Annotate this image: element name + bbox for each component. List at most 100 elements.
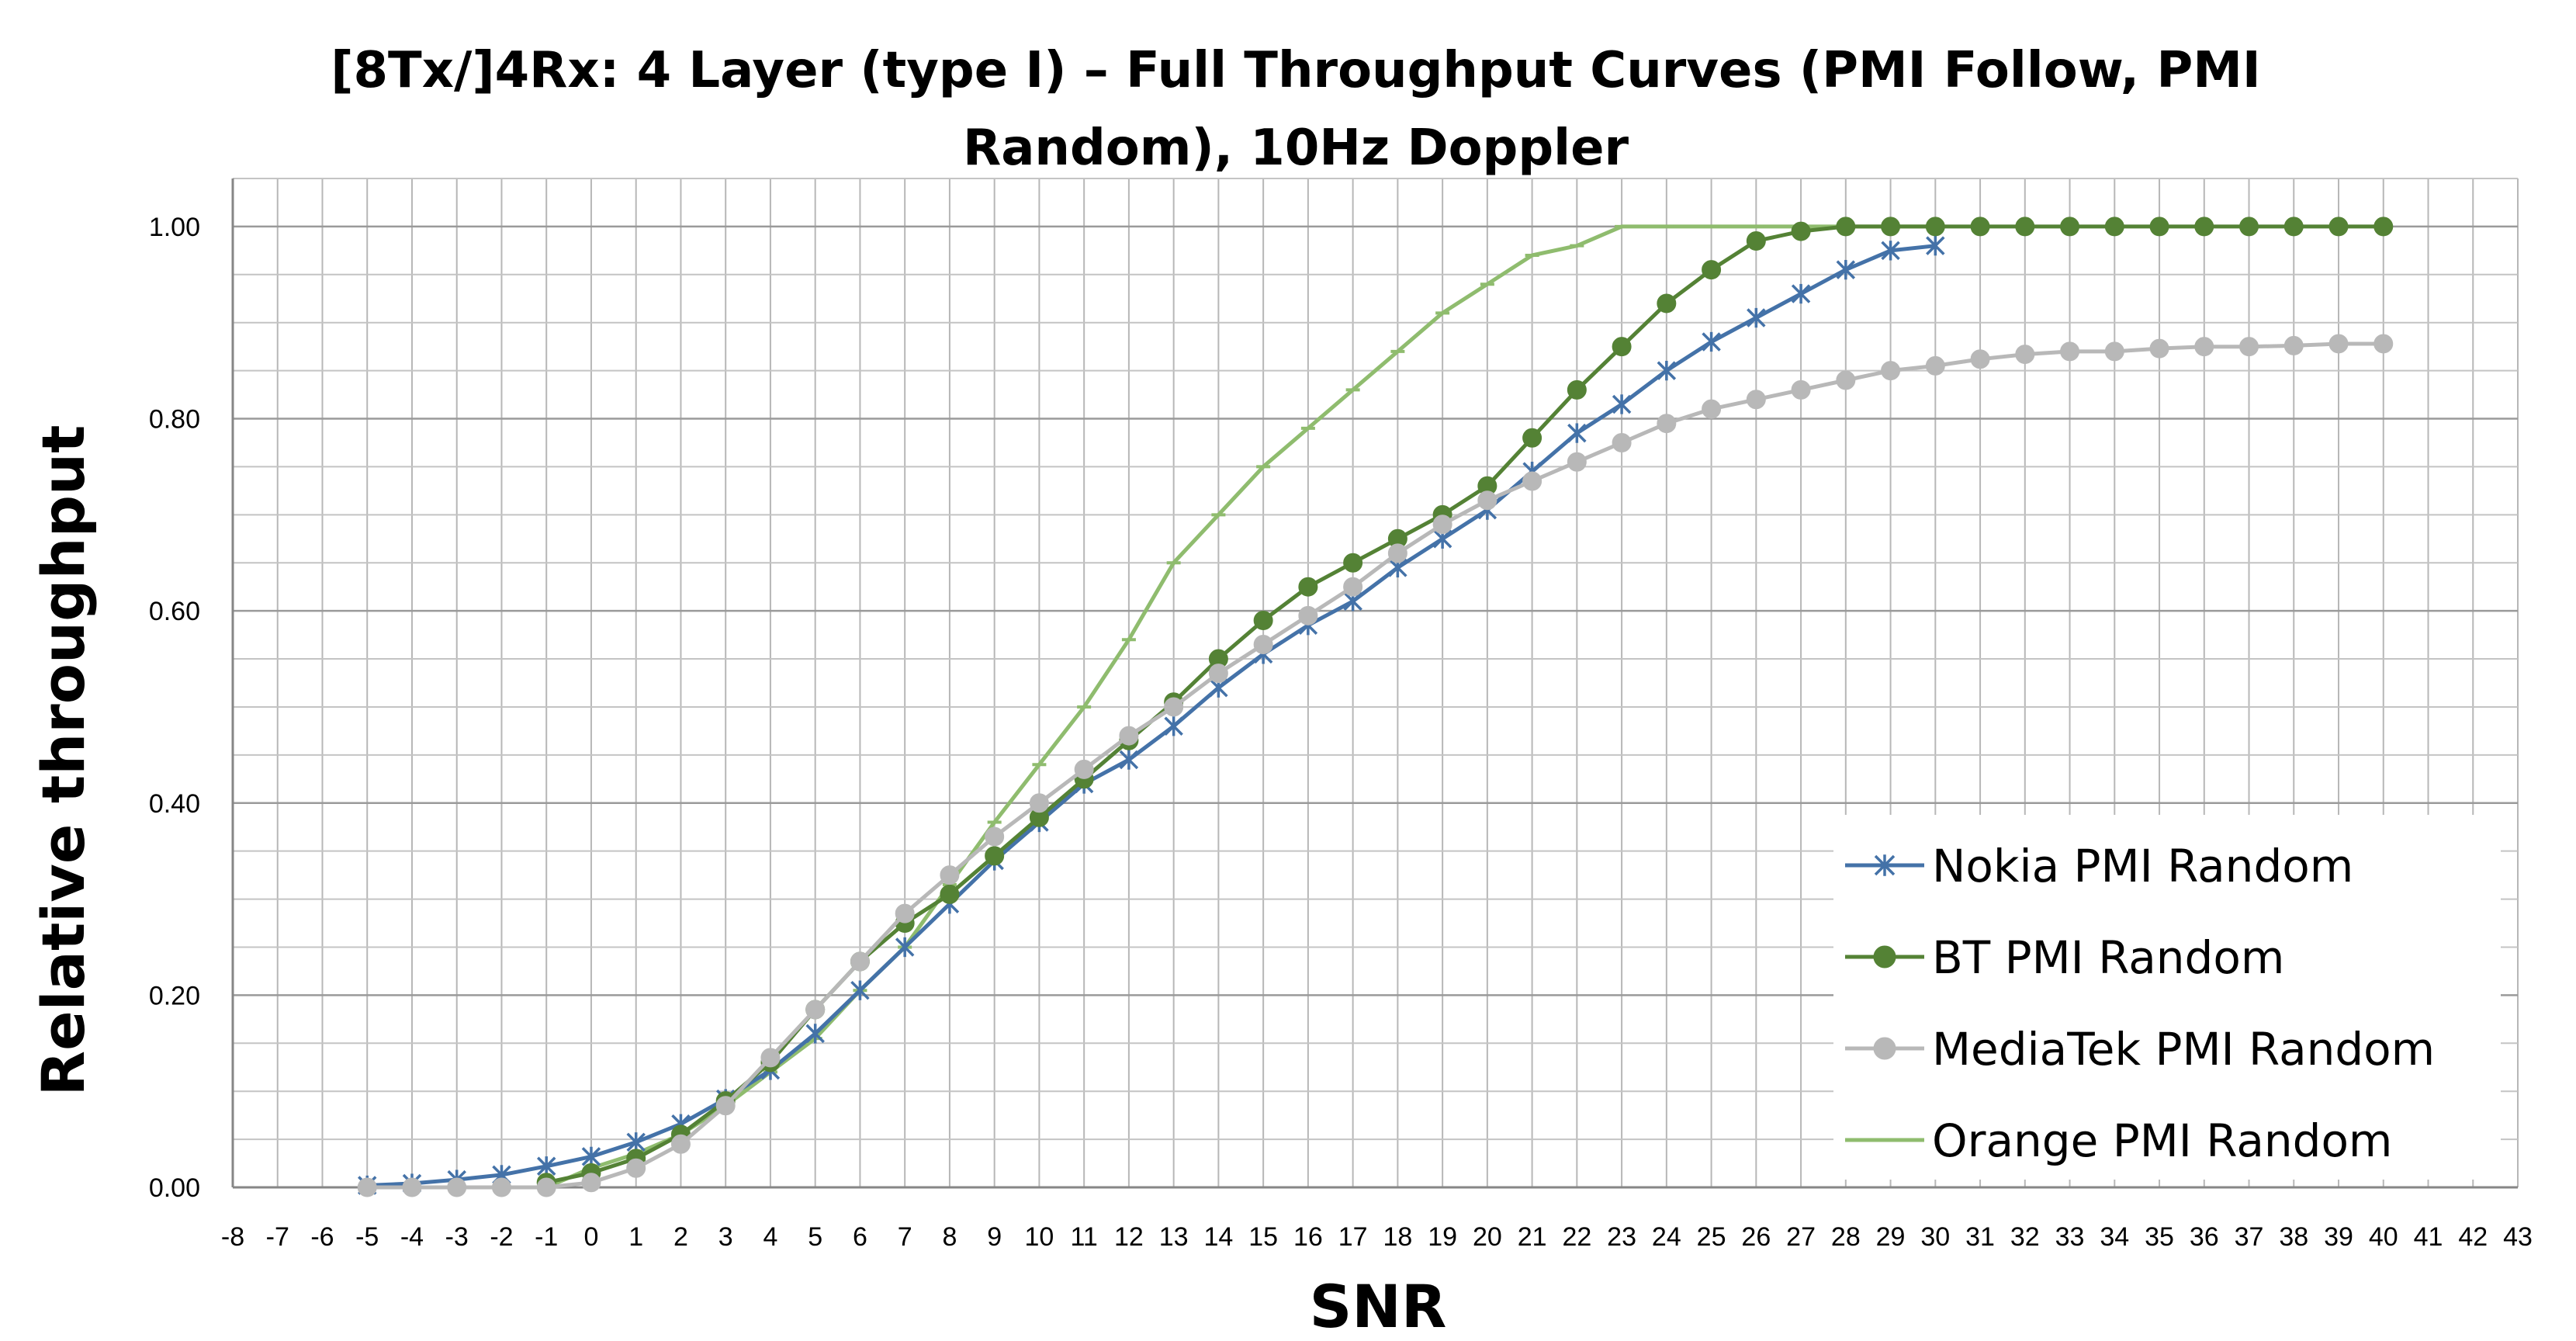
data-point (1702, 331, 1721, 352)
x-tick-label: 42 (2458, 1222, 2488, 1252)
x-tick-label: 4 (763, 1222, 777, 1252)
data-point (1567, 423, 1587, 443)
x-tick-label: 40 (2369, 1222, 2398, 1252)
data-point (1657, 293, 1677, 314)
legend-entry: Nokia PMI Random (1845, 840, 2353, 892)
y-tick-label: 0.00 (149, 1173, 200, 1203)
x-tick-label: 38 (2279, 1222, 2308, 1252)
x-tick-label: 34 (2100, 1222, 2129, 1252)
data-point (1836, 259, 1856, 280)
data-point (1836, 370, 1856, 390)
data-point (1208, 664, 1228, 684)
data-point (1657, 360, 1677, 381)
data-point (1253, 634, 1273, 654)
data-point (536, 1177, 556, 1197)
chart-title-line-1: [8Tx/]4Rx: 4 Layer (type I) – Full Throu… (331, 42, 2260, 99)
data-point (2104, 341, 2124, 362)
x-tick-label: 35 (2145, 1222, 2174, 1252)
data-point (1567, 452, 1587, 472)
data-point (581, 1146, 601, 1167)
x-tick-label: 29 (1876, 1222, 1906, 1252)
legend-label: MediaTek PMI Random (1932, 1023, 2435, 1076)
data-point (2283, 217, 2304, 237)
x-tick-label: 33 (2055, 1222, 2085, 1252)
x-tick-label: 8 (942, 1222, 957, 1252)
data-point (760, 1048, 781, 1068)
x-tick-label: -8 (221, 1222, 244, 1252)
x-tick-label: 36 (2190, 1222, 2219, 1252)
data-point (1925, 355, 1945, 376)
y-tick-label: 0.40 (149, 789, 200, 819)
data-point (1836, 217, 1856, 237)
x-tick-label: -3 (445, 1222, 469, 1252)
data-point (895, 937, 915, 958)
data-point (985, 826, 1005, 847)
x-tick-label: 6 (853, 1222, 867, 1252)
data-point (1164, 716, 1183, 736)
x-tick-label: -6 (310, 1222, 334, 1252)
x-tick-label: 20 (1473, 1222, 1502, 1252)
x-tick-label: 30 (1920, 1222, 1950, 1252)
data-point (1612, 394, 1632, 414)
x-tick-label: 13 (1159, 1222, 1189, 1252)
x-tick-label: 19 (1428, 1222, 1457, 1252)
data-point (1702, 260, 1722, 280)
x-tick-label: 28 (1831, 1222, 1861, 1252)
data-point (1970, 349, 1990, 369)
x-axis-title: SNR (1310, 1272, 1447, 1341)
data-point (1029, 793, 1049, 813)
series-line (367, 341, 2384, 1190)
x-tick-label: 18 (1383, 1222, 1412, 1252)
data-point (447, 1177, 467, 1197)
data-point (1874, 854, 1896, 876)
x-tick-label: 7 (898, 1222, 912, 1252)
data-point (1477, 490, 1497, 511)
data-point (1612, 432, 1632, 452)
tick-labels: -8 -7 -6 -5 -4 -3 -2 -1 0 1 2 3 4 5 6 7 8 9 10 11 12 13 14 15 16… (149, 213, 2533, 1252)
legend-entry: Orange PMI Random (1845, 1114, 2392, 1167)
data-point (2015, 217, 2035, 237)
legend-box (1833, 815, 2501, 1180)
data-point (1970, 217, 1990, 237)
data-point (1657, 414, 1677, 434)
data-point (850, 980, 870, 1000)
data-point (1119, 750, 1139, 770)
data-point (940, 884, 960, 904)
data-point (1881, 217, 1901, 237)
data-point (1164, 697, 1184, 717)
x-tick-label: 2 (673, 1222, 688, 1252)
data-point (2373, 334, 2394, 354)
data-point (402, 1177, 422, 1197)
data-point (626, 1158, 646, 1178)
series-line (367, 244, 1936, 1187)
data-point (670, 1134, 691, 1154)
x-tick-label: 26 (1741, 1222, 1771, 1252)
x-tick-label: 25 (1697, 1222, 1726, 1252)
data-point (850, 951, 870, 972)
data-point (626, 1132, 646, 1152)
data-point (1791, 221, 1811, 241)
data-point (1343, 553, 1363, 573)
data-point (985, 846, 1005, 866)
data-point (2194, 217, 2214, 237)
x-tick-label: 10 (1024, 1222, 1054, 1252)
data-point (581, 1173, 601, 1193)
data-point (357, 1177, 377, 1197)
data-point (940, 865, 960, 885)
legend-label: Nokia PMI Random (1932, 840, 2353, 892)
data-point (2060, 217, 2080, 237)
x-tick-label: -1 (535, 1222, 558, 1252)
x-tick-label: 15 (1248, 1222, 1278, 1252)
data-point (1746, 390, 1766, 410)
y-axis-title: Relative throughput (29, 425, 98, 1097)
axes (231, 178, 2518, 1189)
x-tick-label: 5 (808, 1222, 822, 1252)
data-point (2194, 337, 2214, 357)
data-point (1298, 605, 1318, 625)
data-point (2060, 341, 2080, 362)
data-point (715, 1096, 736, 1116)
legend-entry: BT PMI Random (1845, 931, 2284, 984)
data-point (1925, 217, 1945, 237)
y-tick-label: 0.20 (149, 981, 200, 1010)
